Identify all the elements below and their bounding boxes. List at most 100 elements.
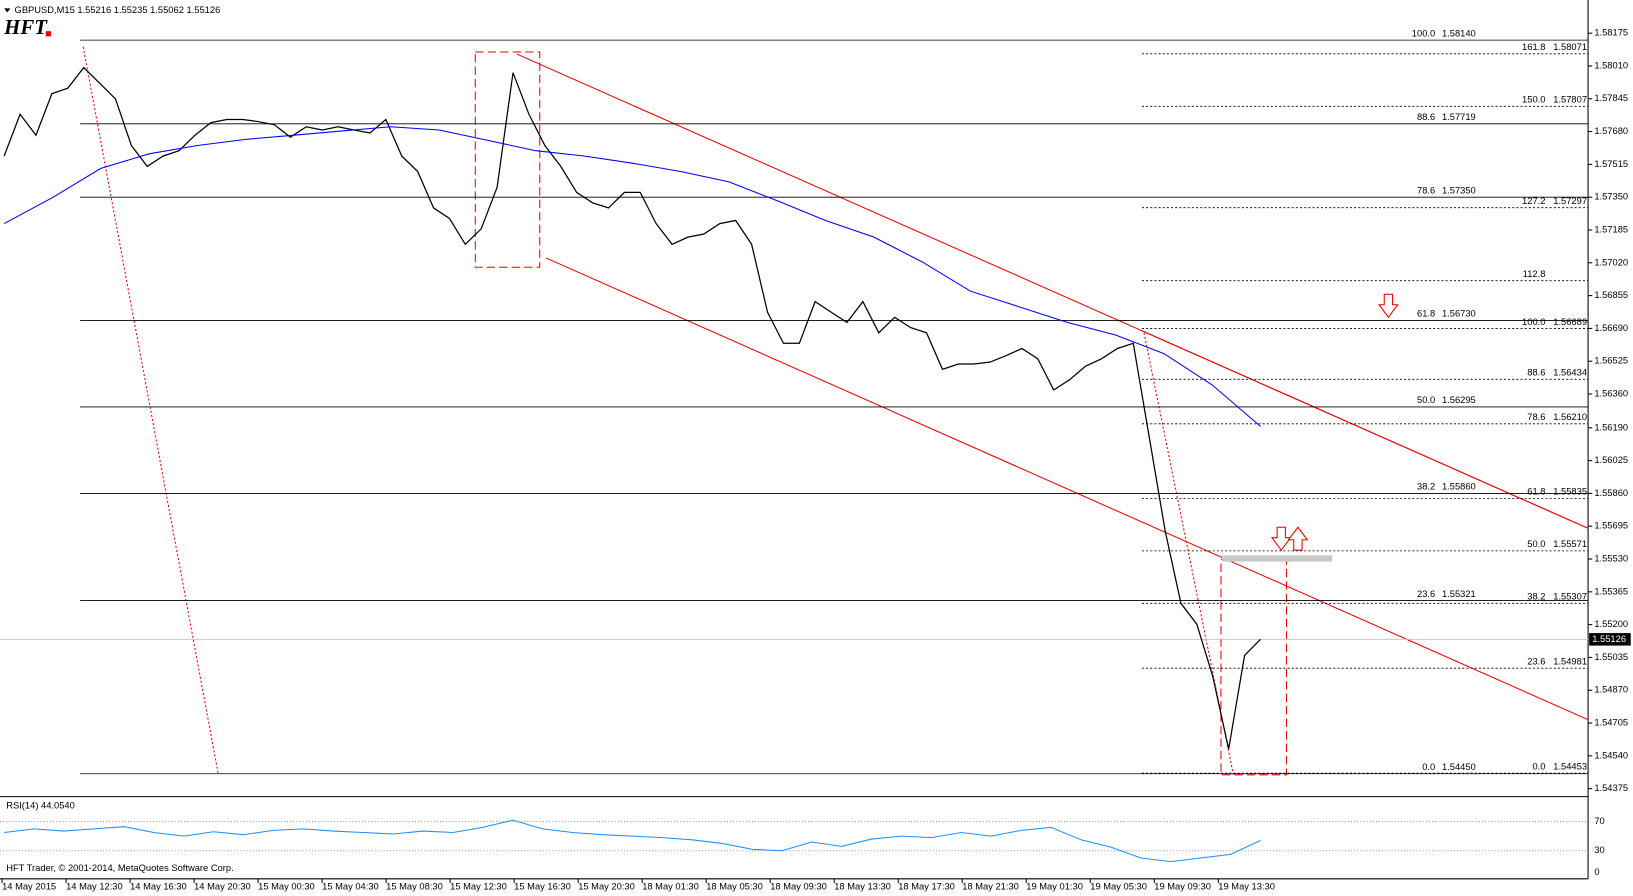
rsi-title: RSI(14) 44.0540	[6, 800, 75, 810]
y-tick-label: 1.57515	[1594, 159, 1628, 169]
fib-ratio: 88.6	[1417, 112, 1435, 122]
fib-ratio: 78.6	[1417, 185, 1435, 195]
x-tick-label: 19 May 05:30	[1090, 882, 1147, 892]
channel-lower	[545, 257, 1589, 721]
fib-price: 1.56689	[1553, 317, 1587, 327]
x-tick-label: 15 May 20:30	[578, 882, 635, 892]
fib-price: 1.56730	[1442, 309, 1476, 319]
fib-ratio: 0.0	[1422, 762, 1435, 772]
fib-ratio: 23.6	[1527, 656, 1545, 666]
chart-title: GBPUSD,M15 1.55216 1.55235 1.55062 1.551…	[15, 5, 221, 15]
x-tick-label: 15 May 04:30	[322, 882, 379, 892]
x-tick-label: 18 May 09:30	[770, 882, 827, 892]
fib-ratio: 100.0	[1412, 28, 1435, 38]
x-tick-label: 15 May 00:30	[258, 882, 315, 892]
x-tick-label: 19 May 01:30	[1026, 882, 1083, 892]
fib-ratio: 112.8	[1523, 269, 1546, 279]
fib-trend-line	[82, 46, 219, 775]
fib-price: 1.55860	[1442, 482, 1476, 492]
y-tick-label: 1.57020	[1594, 257, 1628, 267]
x-tick-label: 15 May 12:30	[450, 882, 507, 892]
price-line	[4, 819, 1261, 863]
fib-price: 1.56295	[1442, 395, 1476, 405]
y-tick-label: 70	[1594, 816, 1604, 826]
up-arrow	[1287, 526, 1309, 551]
fib-ratio: 88.6	[1527, 368, 1545, 378]
fib-ratio: 78.6	[1527, 412, 1545, 422]
x-tick-label: 18 May 01:30	[642, 882, 699, 892]
x-tick-label: 18 May 21:30	[962, 882, 1019, 892]
symbol-marker	[4, 8, 11, 13]
resistance-zone	[1222, 555, 1333, 562]
y-tick-label: 1.57680	[1594, 126, 1628, 136]
y-tick-label: 1.54375	[1594, 783, 1628, 793]
x-tick-label: 15 May 08:30	[386, 882, 443, 892]
logo-dot	[45, 31, 51, 37]
y-tick-label: 1.54870	[1594, 685, 1628, 695]
fib-price: 1.57350	[1442, 185, 1476, 195]
fib-price: 1.55321	[1442, 589, 1476, 599]
x-tick-label: 14 May 12:30	[66, 882, 123, 892]
y-tick-label: 1.55035	[1594, 652, 1628, 662]
fib-ratio: 23.6	[1417, 589, 1435, 599]
x-tick-label: 19 May 13:30	[1218, 882, 1275, 892]
fib-price: 1.54450	[1442, 762, 1476, 772]
fib-ratio: 127.2	[1522, 196, 1545, 206]
x-tick-label: 14 May 16:30	[130, 882, 187, 892]
fib-ratio: 50.0	[1527, 539, 1545, 549]
fib-price: 1.57719	[1442, 112, 1476, 122]
fib-ratio: 61.8	[1527, 487, 1545, 497]
x-tick-label: 19 May 09:30	[1154, 882, 1211, 892]
fib-price: 1.55835	[1553, 487, 1587, 497]
y-tick-label: 1.55695	[1594, 521, 1628, 531]
y-tick-label: 1.56855	[1594, 290, 1628, 300]
y-tick-label: 1.54540	[1594, 750, 1628, 760]
y-tick-label: 1.57185	[1594, 224, 1628, 234]
y-tick-label: 1.55200	[1594, 619, 1628, 629]
x-tick-label: 18 May 05:30	[706, 882, 763, 892]
logo: HFT	[3, 16, 48, 39]
price-line	[3, 66, 1261, 750]
fib-ratio: 150.0	[1522, 95, 1545, 105]
fib-ratio: 38.2	[1527, 592, 1545, 602]
x-tick-label: 14 May 2015	[2, 882, 56, 892]
y-tick-label: 1.56025	[1594, 455, 1628, 465]
x-tick-label: 18 May 13:30	[834, 882, 891, 892]
y-tick-label: 1.54705	[1594, 718, 1628, 728]
y-tick-label: 1.56360	[1594, 388, 1628, 398]
fib-price: 1.54453	[1553, 761, 1587, 771]
highlight-box	[474, 51, 541, 268]
down-arrow	[1270, 526, 1292, 552]
y-tick-label: 1.56525	[1594, 356, 1628, 366]
y-tick-label: 0	[1594, 867, 1599, 877]
fib-ratio: 100.0	[1522, 317, 1545, 327]
current-price-label: 1.55126	[1592, 634, 1626, 644]
fib-price: 1.54981	[1553, 656, 1587, 666]
down-arrow	[1377, 293, 1399, 319]
fib-ratio: 161.8	[1522, 42, 1545, 52]
y-tick-label: 1.55365	[1594, 586, 1628, 596]
fib-price: 1.58071	[1553, 42, 1587, 52]
channel-upper-2	[1141, 330, 1589, 529]
y-tick-label: 1.57350	[1594, 192, 1628, 202]
y-tick-label: 1.58010	[1594, 60, 1628, 70]
x-tick-label: 14 May 20:30	[194, 882, 251, 892]
y-tick-label: 1.56690	[1594, 323, 1628, 333]
fib-price: 1.55307	[1553, 592, 1587, 602]
fib-price: 1.56434	[1553, 368, 1587, 378]
y-tick-label: 1.56190	[1594, 422, 1628, 432]
fib-price: 1.55571	[1553, 539, 1587, 549]
y-tick-label: 1.55530	[1594, 553, 1628, 563]
x-tick-label: 15 May 16:30	[514, 882, 571, 892]
current-price-box	[1589, 633, 1631, 646]
fib-price: 1.58140	[1442, 28, 1476, 38]
fib-ratio: 38.2	[1417, 482, 1435, 492]
y-tick-label: 1.55860	[1594, 488, 1628, 498]
fib-price: 1.57297	[1553, 196, 1587, 206]
fib-price: 1.57807	[1553, 95, 1587, 105]
y-tick-label: 30	[1594, 845, 1604, 855]
